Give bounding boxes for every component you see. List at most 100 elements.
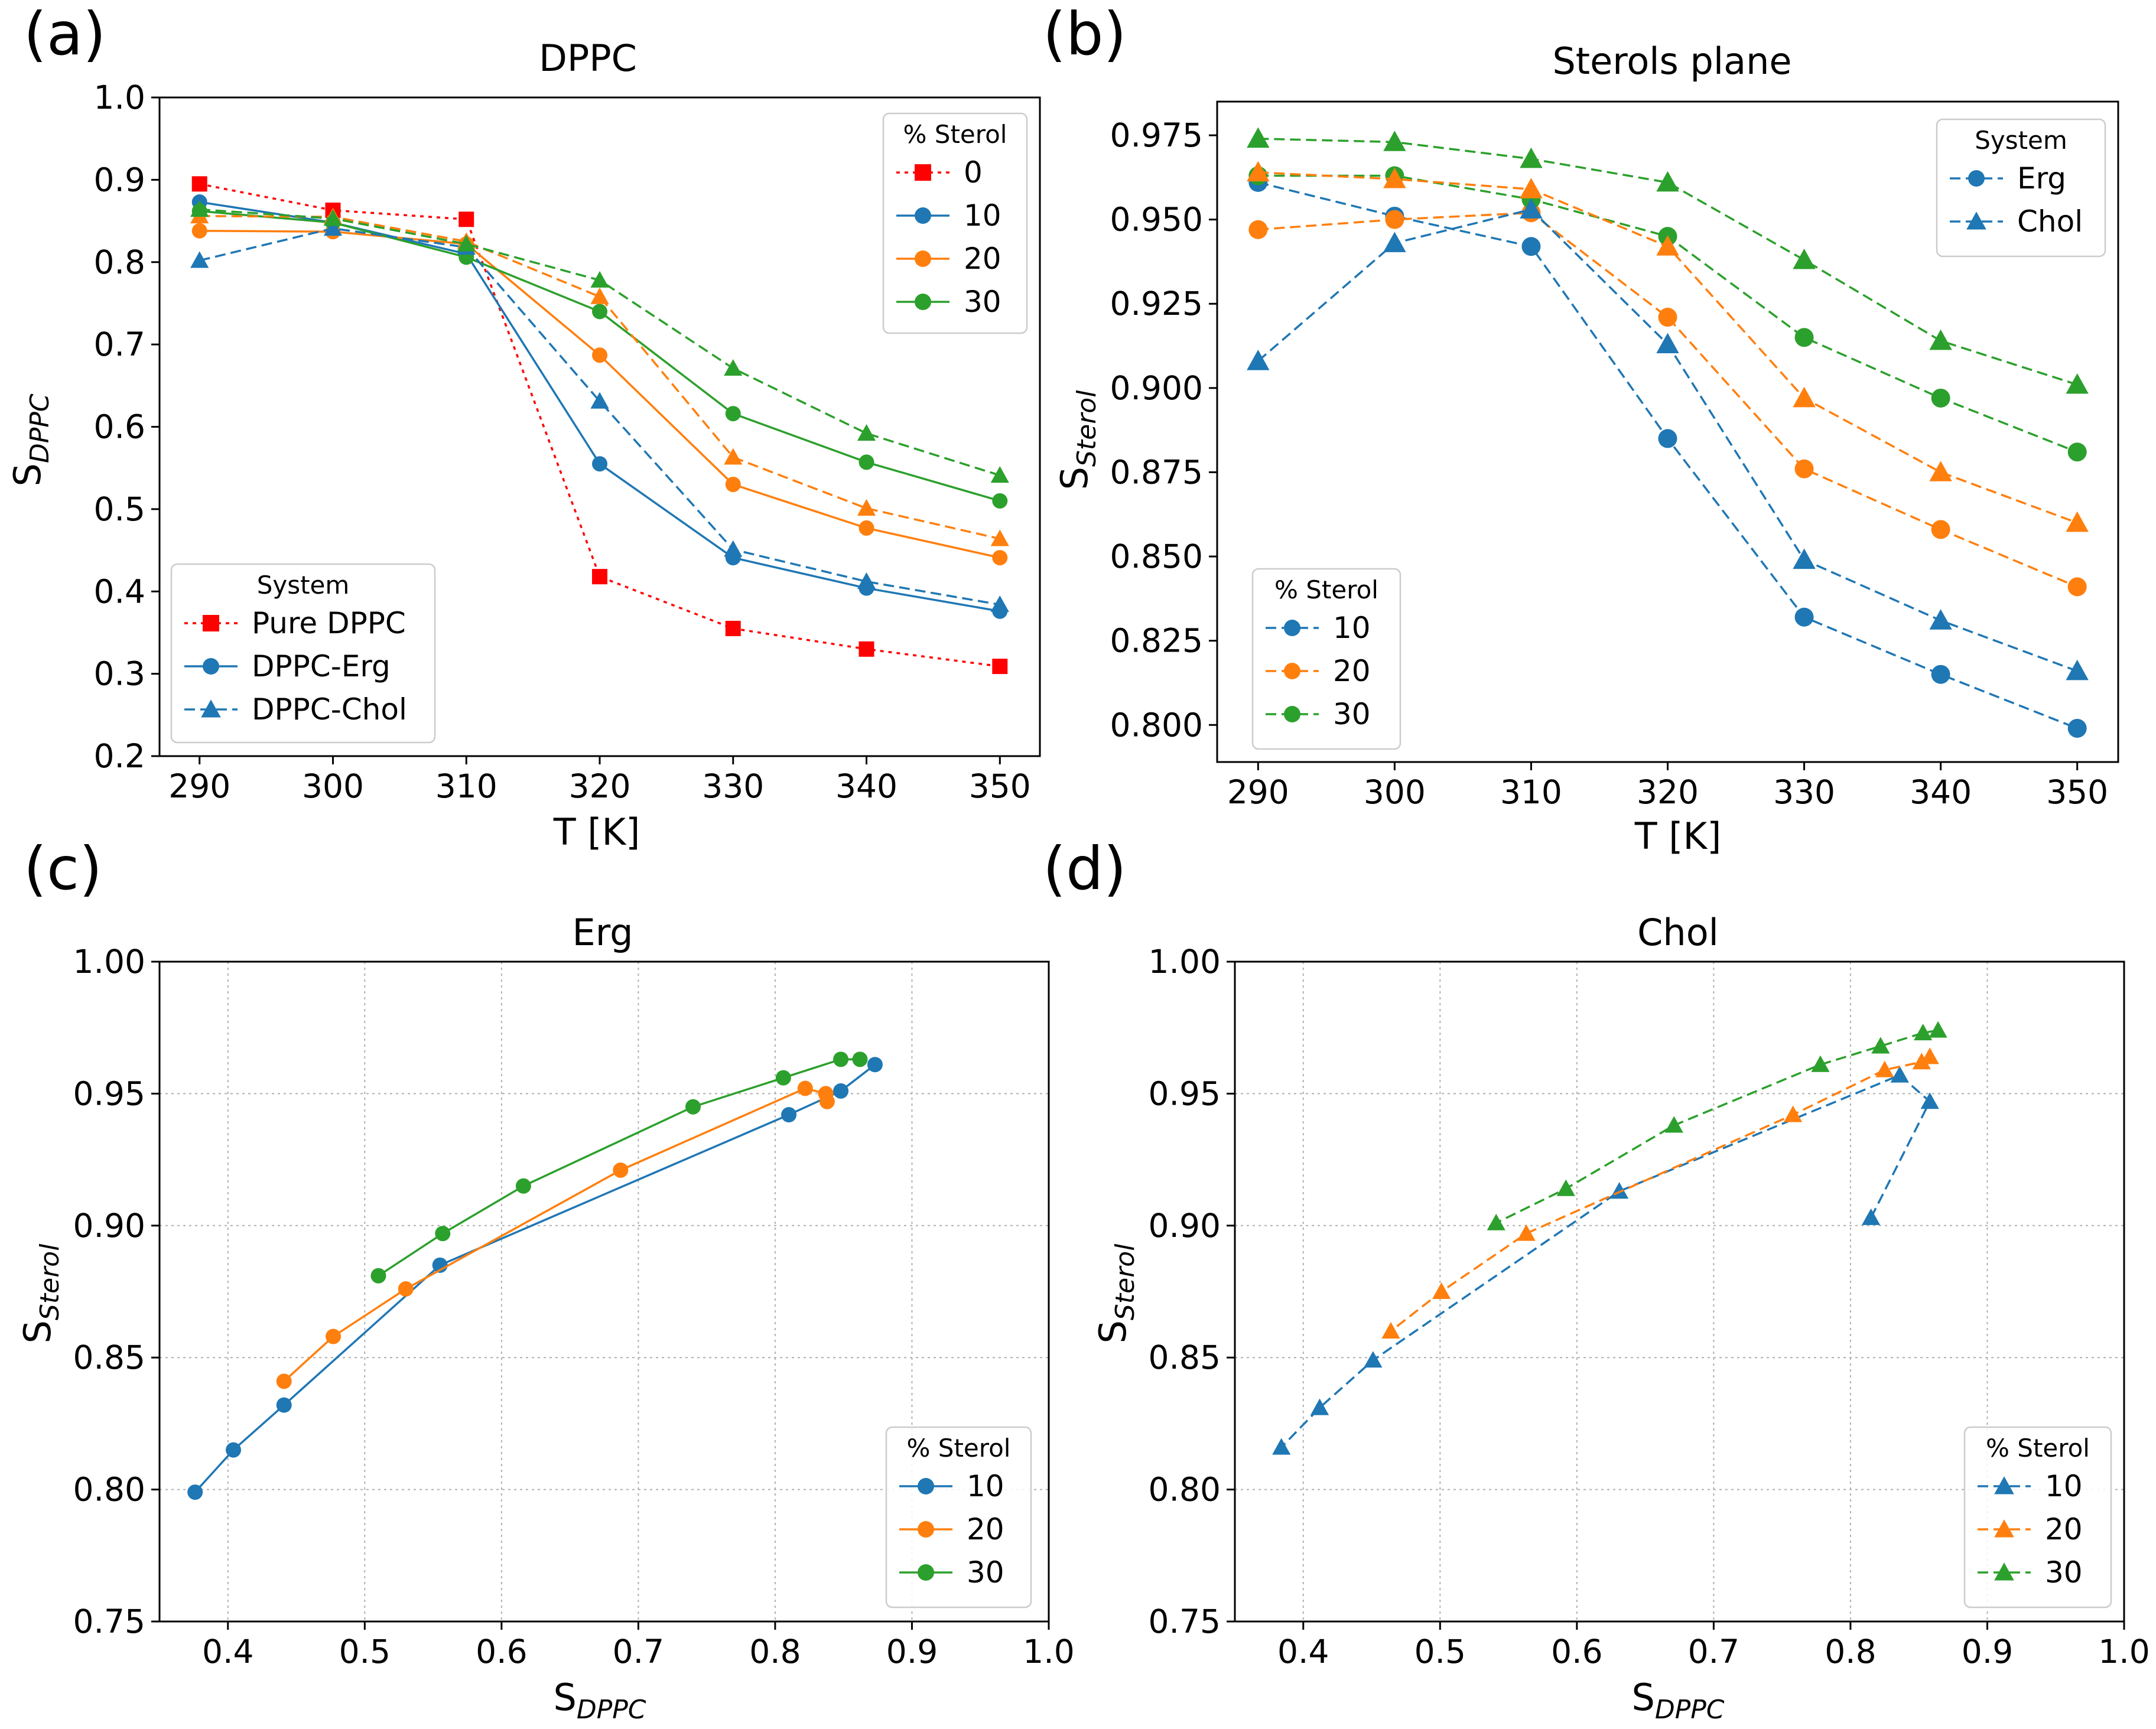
x-tick-label: 310 xyxy=(1500,773,1562,811)
y-tick-label: 0.875 xyxy=(1110,453,1203,491)
data-point xyxy=(1310,1398,1329,1415)
data-point xyxy=(1929,609,1952,630)
data-point xyxy=(613,1162,629,1178)
legend-4: % Sterol 10 20 30 xyxy=(885,1426,1032,1608)
data-point xyxy=(458,211,474,227)
y-tick-label: 0.950 xyxy=(1110,201,1203,239)
data-point xyxy=(1793,248,1816,269)
legend-marker xyxy=(1994,1562,2014,1581)
data-point xyxy=(1432,1282,1451,1299)
svg-text:SSterol: SSterol xyxy=(1091,1243,1140,1344)
y-tick-label: 0.3 xyxy=(94,655,145,693)
data-point xyxy=(867,1057,883,1073)
panel-d-ylabel-main: S xyxy=(1091,1320,1134,1343)
x-tick-label: 350 xyxy=(969,767,1031,805)
panel-d-xlabel: SDPPC xyxy=(1631,1676,1724,1725)
data-point xyxy=(859,520,874,536)
data-point xyxy=(992,493,1008,509)
data-point xyxy=(859,454,874,470)
y-tick-label: 0.80 xyxy=(1149,1471,1221,1509)
data-point xyxy=(326,1329,342,1344)
data-point xyxy=(990,529,1009,546)
axes-frame xyxy=(158,960,1050,1623)
legend-entry-label: 10 xyxy=(964,198,1001,233)
data-point xyxy=(2067,718,2087,738)
legend-marker xyxy=(201,699,221,718)
data-point xyxy=(1520,147,1543,168)
legend-marker xyxy=(915,207,931,224)
data-point xyxy=(590,392,609,409)
y-tick-label: 1.0 xyxy=(94,79,145,116)
data-point xyxy=(191,223,207,239)
legend-title: System xyxy=(257,571,350,600)
data-point xyxy=(852,1051,868,1067)
legend-entry-label: 30 xyxy=(1333,697,1371,731)
x-tick-label: 1.0 xyxy=(2098,1633,2150,1671)
data-point xyxy=(592,304,607,320)
panel-a-ylabel: SDPPC xyxy=(6,393,55,486)
data-point xyxy=(1247,350,1270,370)
x-tick-label: 0.7 xyxy=(1688,1633,1739,1671)
legend-marker xyxy=(915,164,931,181)
x-tick-label: 310 xyxy=(435,767,497,805)
x-tick-label: 0.5 xyxy=(1414,1633,1466,1671)
data-point xyxy=(276,1397,292,1413)
legend-entry-label: 20 xyxy=(964,242,1001,276)
data-point xyxy=(725,477,741,493)
svg-text:SDPPC: SDPPC xyxy=(6,393,55,486)
panel-b-ylabel-main: S xyxy=(1053,467,1096,490)
x-tick-label: 300 xyxy=(1364,773,1426,811)
data-point xyxy=(1794,459,1814,478)
data-point xyxy=(1871,1037,1890,1054)
panel-c-xlabel-main: S xyxy=(553,1676,576,1719)
data-point xyxy=(1364,1351,1383,1368)
legend-entry-label: Pure DPPC xyxy=(252,606,406,640)
data-point xyxy=(1793,548,1816,569)
y-tick-label: 0.975 xyxy=(1110,116,1203,154)
data-point xyxy=(990,466,1009,483)
data-point xyxy=(1664,1116,1683,1133)
x-tick-label: 0.8 xyxy=(749,1633,801,1671)
data-point xyxy=(590,271,609,288)
y-tick-label: 0.4 xyxy=(94,572,145,610)
data-point xyxy=(857,572,876,590)
data-point xyxy=(1914,1024,1933,1041)
x-tick-label: 0.4 xyxy=(202,1633,253,1671)
data-point xyxy=(1811,1055,1830,1072)
legend-marker xyxy=(915,250,931,267)
data-point xyxy=(857,424,876,441)
panel-d-label: (d) xyxy=(1043,834,1127,903)
panel-d-title: Chol xyxy=(1637,911,1719,954)
data-point xyxy=(775,1070,791,1086)
data-point xyxy=(1487,1213,1505,1230)
axes-frame xyxy=(1234,960,2125,1623)
x-tick-label: 0.6 xyxy=(476,1633,527,1671)
data-point xyxy=(1556,1179,1575,1196)
x-tick-label: 330 xyxy=(1773,773,1835,811)
data-point xyxy=(1383,131,1406,151)
data-point xyxy=(2067,442,2087,462)
y-tick-label: 0.6 xyxy=(94,408,145,446)
x-tick-label: 0.5 xyxy=(339,1633,391,1671)
data-point xyxy=(1385,210,1404,229)
y-tick-label: 0.825 xyxy=(1110,622,1203,660)
legend-entry-label: 10 xyxy=(967,1469,1004,1503)
legend-marker xyxy=(1284,706,1300,722)
panel-c-title: Erg xyxy=(573,911,633,954)
data-point xyxy=(1929,329,1952,350)
x-tick-label: 320 xyxy=(569,767,631,805)
data-point xyxy=(190,200,209,217)
legend-box xyxy=(1963,1426,2112,1608)
x-tick-label: 340 xyxy=(1910,773,1972,811)
legend-entry-label: 10 xyxy=(2045,1469,2083,1503)
data-point xyxy=(592,569,607,585)
x-tick-label: 0.8 xyxy=(1825,1633,1876,1671)
legend-title: % Sterol xyxy=(907,1434,1011,1463)
panel-b-ylabel-sub: Sterol xyxy=(1072,390,1102,467)
legend-entry-label: DPPC-Erg xyxy=(252,649,391,683)
axes-frame xyxy=(1216,100,2119,763)
panel-a-ylabel-sub: DPPC xyxy=(25,393,55,463)
legend-title: System xyxy=(1975,126,2067,155)
data-point xyxy=(1793,386,1816,408)
data-point xyxy=(992,659,1008,675)
